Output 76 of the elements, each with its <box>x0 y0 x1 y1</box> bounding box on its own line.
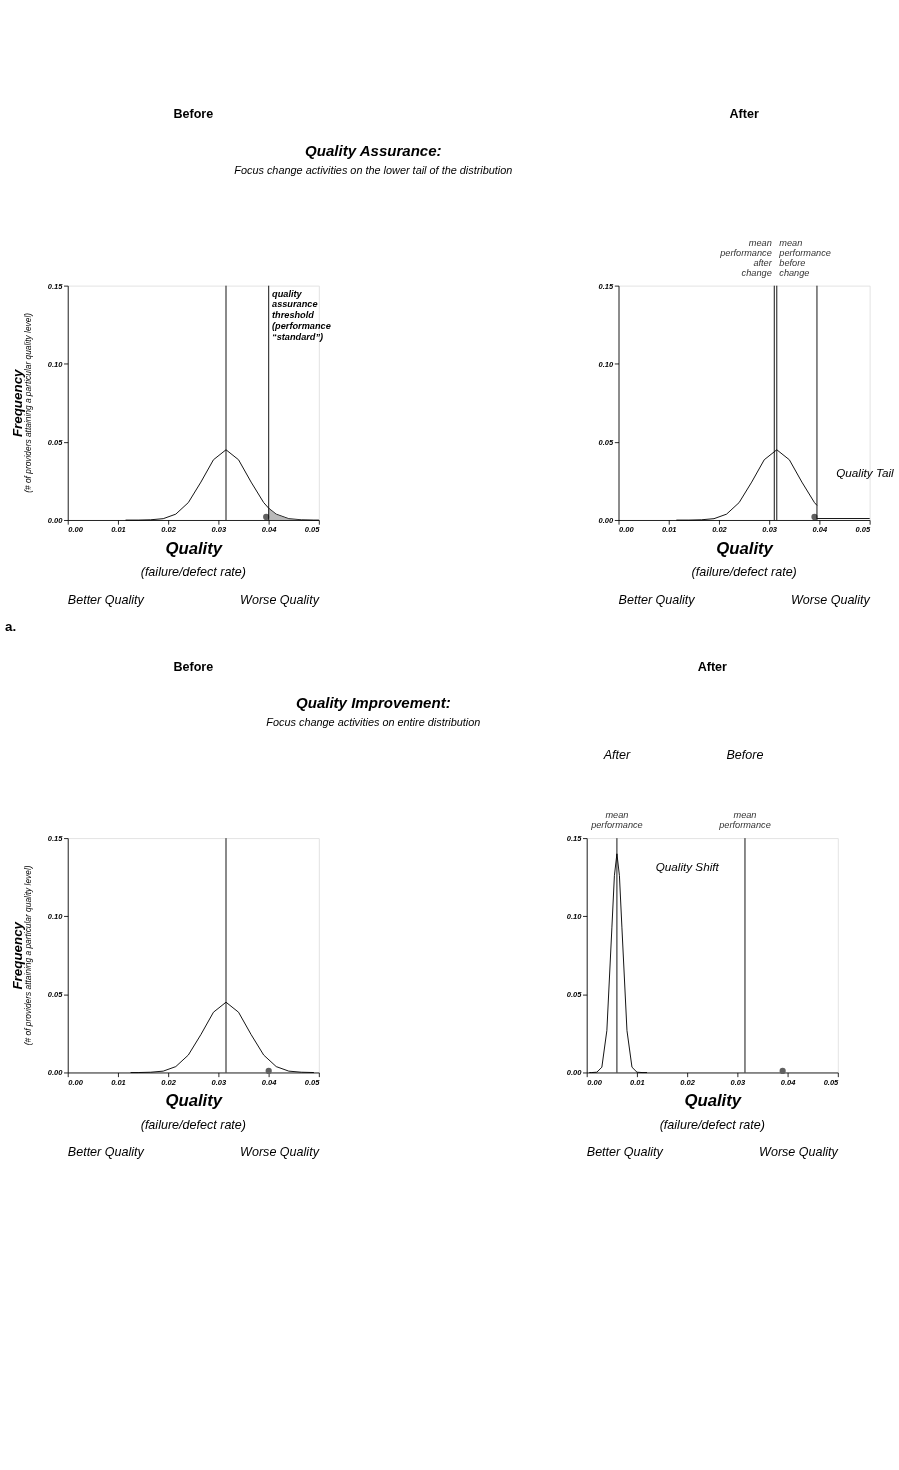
text: Better Quality <box>67 592 145 607</box>
x-tick-label: 0.04 <box>261 1077 278 1087</box>
chart-title: After <box>729 107 759 122</box>
chart-title: After <box>697 659 728 674</box>
text: Better Quality <box>67 1145 145 1160</box>
y-tick-label: 0.00 <box>47 1068 64 1078</box>
x-tick-label: 0.05 <box>823 1077 840 1087</box>
x-tick-label: 0.02 <box>712 525 728 535</box>
text: Before <box>726 747 764 762</box>
y-tick-label: 0.05 <box>566 990 583 1000</box>
x-tick-label: 0.05 <box>304 1077 321 1087</box>
ref-line-label: mean performance <box>590 810 643 831</box>
text: Focus change activities on the lower tail of the distribution <box>234 163 513 176</box>
text: Worse Quality <box>790 592 871 607</box>
text: Worse Quality <box>759 1145 839 1160</box>
x-tick-label: 0.02 <box>161 525 177 535</box>
y-tick-label: 0.10 <box>598 359 614 369</box>
chart-title: Before <box>173 659 214 674</box>
x-tick-label: 0.01 <box>111 525 126 535</box>
annotation: Quality Tail <box>836 466 895 480</box>
x-axis-title: Quality <box>716 538 774 558</box>
x-tick-label: 0.03 <box>211 525 228 535</box>
y-tick-label: 0.15 <box>598 281 614 291</box>
chart-title: Before <box>173 107 214 122</box>
x-tick-label: 0.03 <box>211 1077 228 1087</box>
ref-line-label: quality assurance threshold (performance “standard”) <box>272 288 331 343</box>
text: Focus change activities on entire distribution <box>266 715 481 728</box>
y-tick-label: 0.05 <box>47 990 64 1000</box>
x-tick-label: 0.00 <box>68 525 84 535</box>
text: (failure/defect rate) <box>140 1117 247 1132</box>
text: Better Quality <box>586 1145 664 1160</box>
text: (failure/defect rate) <box>659 1117 765 1132</box>
y-tick-label: 0.15 <box>47 281 64 291</box>
y-axis-title: Frequency <box>9 368 25 438</box>
x-tick-label: 0.02 <box>161 1077 177 1087</box>
x-tick-label: 0.00 <box>587 1077 603 1087</box>
ref-line-label: mean performance after change <box>719 237 773 278</box>
y-tick-label: 0.00 <box>47 516 64 526</box>
x-tick-label: 0.05 <box>855 525 871 535</box>
text: (failure/defect rate) <box>140 565 247 580</box>
x-tick-label: 0.04 <box>812 525 829 535</box>
ref-line-label: mean performance <box>718 810 771 831</box>
y-tick-label: 0.00 <box>598 516 614 526</box>
y-tick-label: 0.10 <box>47 912 64 922</box>
y-tick-label: 0.15 <box>566 834 583 844</box>
y-tick-label: 0.15 <box>47 834 64 844</box>
x-tick-label: 0.03 <box>762 525 778 535</box>
x-axis-title: Quality <box>684 1091 742 1111</box>
x-tick-label: 0.05 <box>304 525 321 535</box>
y-tick-label: 0.10 <box>566 912 583 922</box>
text: Better Quality <box>618 592 696 607</box>
y-tick-label: 0.10 <box>47 359 64 369</box>
x-tick-label: 0.01 <box>661 525 677 535</box>
y-tick-label: 0.05 <box>47 437 64 447</box>
text: After <box>602 747 631 762</box>
x-tick-label: 0.00 <box>68 1077 84 1087</box>
y-tick-label: 0.05 <box>598 437 614 447</box>
x-tick-label: 0.02 <box>680 1077 696 1087</box>
text: Worse Quality <box>240 1145 320 1160</box>
x-tick-label: 0.04 <box>780 1077 797 1087</box>
x-tick-label: 0.03 <box>730 1077 746 1087</box>
x-tick-label: 0.00 <box>619 525 635 535</box>
x-tick-label: 0.04 <box>261 525 278 535</box>
x-tick-label: 0.01 <box>630 1077 645 1087</box>
x-axis-title: Quality <box>165 1091 223 1111</box>
x-tick-label: 0.01 <box>111 1077 126 1087</box>
x-axis-title: Quality <box>165 538 223 558</box>
text: (failure/defect rate) <box>691 565 797 580</box>
text: Quality Improvement: <box>295 694 451 712</box>
annotation: Quality Shift <box>655 859 720 873</box>
text: a. <box>5 619 17 635</box>
y-axis-title: Frequency <box>9 921 25 990</box>
text: Quality Assurance: <box>305 141 442 159</box>
ref-line-label: mean performance before change <box>778 237 831 278</box>
y-tick-label: 0.00 <box>566 1068 583 1078</box>
text: Worse Quality <box>240 592 320 607</box>
